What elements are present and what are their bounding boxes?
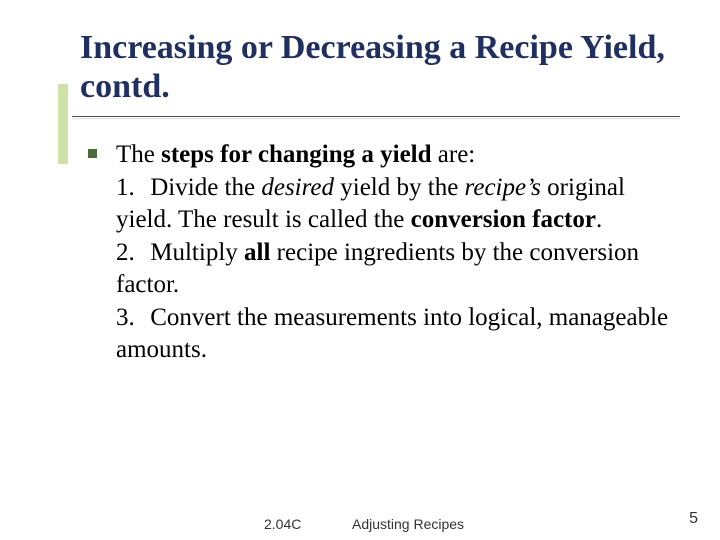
slide: Increasing or Decreasing a Recipe Yield,…	[0, 0, 720, 540]
accent-bar	[58, 84, 68, 164]
step-3-a: Convert the measurements into logical, m…	[116, 304, 668, 364]
lead-post: are:	[432, 141, 476, 168]
step-3-num: 3.	[116, 302, 144, 335]
lead-bold: steps for changing a yield	[161, 141, 431, 168]
page-number: 5	[689, 510, 698, 528]
lead-pre: The	[116, 141, 161, 168]
footer-title: Adjusting Recipes	[352, 516, 464, 532]
step-2-bold: all	[244, 239, 270, 266]
step-1-italic-1: desired	[261, 174, 334, 201]
body-text: The steps for changing a yield are: 1. D…	[80, 139, 680, 367]
square-bullet-icon	[88, 149, 97, 158]
step-2: 2. Multiply all recipe ingredients by th…	[116, 237, 680, 302]
footer-code: 2.04C	[264, 516, 301, 532]
step-3: 3. Convert the measurements into logical…	[116, 302, 680, 367]
bullet-item: The steps for changing a yield are: 1. D…	[116, 139, 680, 367]
page-title: Increasing or Decreasing a Recipe Yield,…	[80, 28, 680, 106]
step-1-b: yield by the	[334, 174, 465, 201]
step-1-a: Divide the	[150, 174, 261, 201]
title-underline	[72, 116, 680, 117]
step-1-italic-2: recipe’s	[465, 174, 541, 201]
step-1-d: .	[596, 206, 602, 233]
step-1: 1. Divide the desired yield by the recip…	[116, 172, 680, 237]
step-2-a: Multiply	[150, 239, 244, 266]
step-1-num: 1.	[116, 172, 144, 205]
step-2-num: 2.	[116, 237, 144, 270]
step-1-bold: conversion factor	[411, 206, 596, 233]
